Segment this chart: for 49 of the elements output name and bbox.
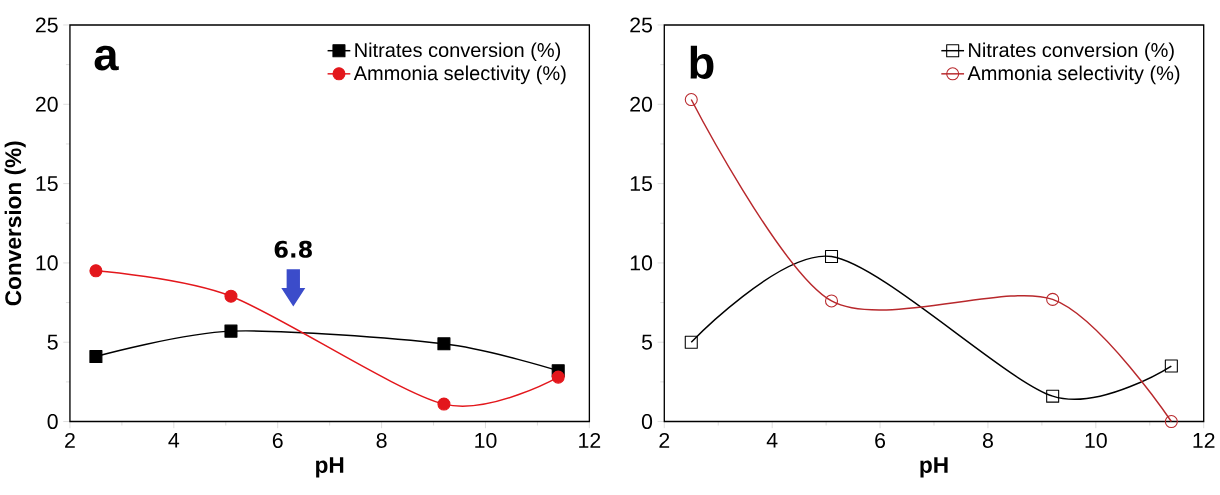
x-tick-label: 2 (65, 432, 75, 448)
point (437, 337, 451, 351)
point (1164, 414, 1178, 428)
x-tick-label: 12 (1193, 432, 1215, 448)
legend-label: Nitrates conversion (%) (355, 42, 561, 61)
x-tick-label: 8 (376, 432, 387, 448)
x-axis-title: pH (316, 456, 344, 478)
point (224, 289, 238, 303)
point (551, 370, 565, 384)
legend-label: Ammonia selectivity (%) (967, 65, 1180, 84)
y-tick-label: 0 (47, 413, 58, 429)
x-tick-label: 8 (982, 432, 993, 448)
y-axis-title: Conversion (%) (4, 141, 26, 306)
annotation: a (94, 45, 119, 71)
y-tick-label: 5 (641, 334, 653, 350)
x-tick-label: 6 (875, 432, 886, 448)
y-tick-label: 20 (35, 96, 58, 112)
legend-label: Ammonia selectivity (%) (353, 65, 566, 84)
x-tick-label: 4 (766, 432, 778, 448)
point (824, 249, 839, 263)
point (684, 335, 698, 349)
y-tick-label: 10 (36, 255, 58, 271)
point (89, 264, 103, 278)
point (224, 324, 238, 338)
x-tick-label: 4 (168, 432, 180, 448)
point (684, 92, 698, 106)
point (824, 294, 839, 308)
y-tick-label: 25 (630, 17, 653, 33)
point (1046, 292, 1060, 306)
point (89, 349, 103, 363)
x-tick-label: 10 (1085, 432, 1107, 448)
x-tick-label: 6 (272, 432, 283, 448)
point (1046, 389, 1060, 403)
y-tick-label: 25 (35, 17, 58, 33)
y-tick-label: 10 (630, 255, 653, 271)
y-tick-label: 20 (630, 96, 653, 112)
point (437, 397, 451, 411)
annotation: 6.8 (274, 240, 312, 258)
x-tick-label: 10 (475, 432, 497, 448)
x-axis-title: pH (920, 456, 948, 478)
y-tick-label: 15 (36, 175, 58, 191)
legend-label: Nitrates conversion (%) (969, 42, 1174, 61)
y-tick-label: 5 (47, 334, 58, 350)
x-tick-label: 2 (659, 432, 670, 448)
x-tick-label: 12 (579, 432, 601, 448)
point (1164, 359, 1178, 373)
annotation: b (690, 45, 714, 79)
y-tick-label: 0 (641, 413, 653, 429)
y-tick-label: 15 (630, 175, 653, 191)
